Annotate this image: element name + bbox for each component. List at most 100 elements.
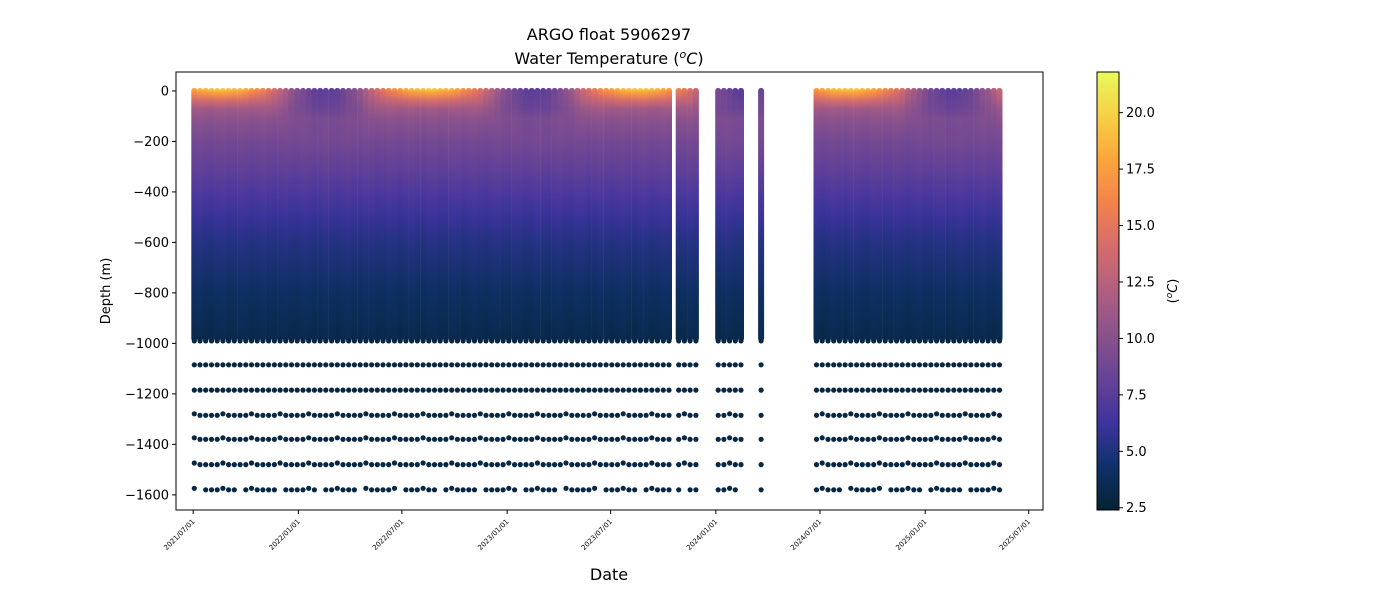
- deep-sample-point: [609, 487, 615, 493]
- x-tick-label: 2023/01/01: [476, 518, 510, 552]
- temperature-profile-column: [202, 87, 209, 342]
- deep-sample-point: [819, 411, 825, 417]
- temperature-profile-column: [483, 87, 489, 342]
- deep-sample-point: [283, 387, 289, 393]
- temperature-profile-column: [813, 87, 820, 342]
- deep-sample-point: [888, 487, 894, 493]
- deep-sample-point: [511, 412, 518, 418]
- temperature-profile-column: [637, 87, 644, 342]
- deep-sample-point: [738, 436, 744, 442]
- deep-sample-point: [676, 387, 682, 393]
- deep-sample-point: [905, 338, 911, 344]
- temperature-profile-column: [973, 87, 980, 342]
- deep-sample-point: [586, 412, 592, 418]
- temperature-profile-column: [391, 87, 398, 342]
- deep-sample-point: [632, 412, 638, 418]
- temperature-profile-column: [334, 87, 341, 342]
- deep-sample-point: [922, 462, 928, 468]
- deep-sample-point: [449, 387, 455, 393]
- deep-sample-point: [721, 487, 727, 493]
- deep-sample-point: [208, 462, 215, 468]
- deep-sample-point: [323, 387, 329, 393]
- deep-sample-point: [905, 411, 911, 417]
- deep-sample-point: [721, 338, 727, 344]
- temperature-profile-column: [950, 87, 957, 342]
- deep-sample-point: [738, 412, 744, 418]
- deep-sample-point: [552, 338, 558, 344]
- deep-sample-point: [899, 387, 905, 393]
- temperature-profile-column: [448, 87, 455, 342]
- deep-sample-point: [466, 387, 472, 393]
- deep-sample-point: [483, 436, 489, 442]
- deep-sample-point: [876, 338, 883, 344]
- colorbar-tick-label: 15.0: [1126, 219, 1155, 234]
- deep-sample-point: [506, 387, 512, 393]
- deep-sample-point: [546, 462, 552, 468]
- deep-sample-point: [277, 362, 283, 368]
- deep-sample-point: [552, 362, 558, 368]
- deep-sample-point: [888, 462, 894, 468]
- deep-sample-point: [357, 387, 363, 393]
- deep-sample-point: [928, 362, 934, 368]
- deep-sample-point: [431, 462, 438, 468]
- deep-sample-point: [466, 487, 472, 493]
- axes-frame: [175, 71, 1044, 511]
- deep-sample-point: [460, 362, 466, 368]
- deep-sample-point: [574, 436, 581, 442]
- deep-sample-point: [569, 436, 575, 442]
- y-tick-label: 0: [161, 84, 169, 99]
- deep-sample-point: [540, 462, 546, 468]
- deep-sample-point: [323, 362, 329, 368]
- deep-sample-point: [876, 435, 883, 441]
- deep-sample-point: [489, 362, 495, 368]
- deep-sample-point: [300, 436, 306, 442]
- deep-sample-point: [449, 411, 455, 417]
- temperature-profile-column: [631, 87, 638, 342]
- temperature-profile-column: [328, 87, 335, 342]
- deep-sample-point: [649, 411, 655, 417]
- deep-sample-point: [529, 387, 535, 393]
- deep-sample-point: [471, 462, 478, 468]
- deep-sample-point: [391, 460, 398, 466]
- deep-sample-point: [271, 436, 277, 442]
- deep-sample-point: [888, 436, 894, 442]
- deep-sample-point: [928, 436, 934, 442]
- deep-sample-point: [231, 487, 237, 493]
- deep-sample-point: [203, 338, 209, 344]
- deep-sample-point: [403, 387, 409, 393]
- deep-sample-point: [928, 487, 934, 493]
- deep-sample-point: [409, 487, 415, 493]
- deep-sample-point: [466, 412, 472, 418]
- deep-sample-point: [254, 338, 260, 344]
- deep-sample-point: [985, 462, 991, 468]
- deep-sample-point: [420, 435, 426, 441]
- temperature-profile-column: [368, 87, 375, 342]
- deep-sample-point: [500, 387, 506, 393]
- deep-sample-point: [819, 460, 825, 466]
- deep-sample-point: [592, 485, 598, 491]
- deep-sample-point: [363, 338, 369, 344]
- temperature-profile-column: [402, 87, 409, 342]
- deep-sample-point: [922, 412, 928, 418]
- temperature-profile-column: [540, 87, 547, 342]
- deep-sample-point: [288, 412, 295, 418]
- temperature-profile-column: [758, 87, 765, 342]
- deep-sample-point: [226, 436, 232, 442]
- deep-sample-point: [996, 487, 1003, 493]
- deep-sample-point: [732, 487, 738, 493]
- deep-sample-point: [586, 462, 592, 468]
- deep-sample-point: [888, 412, 894, 418]
- deep-sample-point: [449, 338, 455, 344]
- deep-sample-point: [420, 338, 426, 344]
- temperature-profile-column: [648, 87, 655, 342]
- colorbar-tick-label: 12.5: [1126, 275, 1155, 290]
- deep-sample-point: [266, 338, 272, 344]
- deep-sample-point: [471, 362, 478, 368]
- deep-sample-point: [831, 338, 837, 344]
- deep-sample-point: [871, 338, 877, 344]
- deep-sample-point: [649, 485, 655, 491]
- deep-sample-point: [882, 387, 888, 393]
- deep-sample-point: [243, 338, 249, 344]
- deep-sample-point: [905, 485, 911, 491]
- deep-sample-point: [306, 435, 312, 441]
